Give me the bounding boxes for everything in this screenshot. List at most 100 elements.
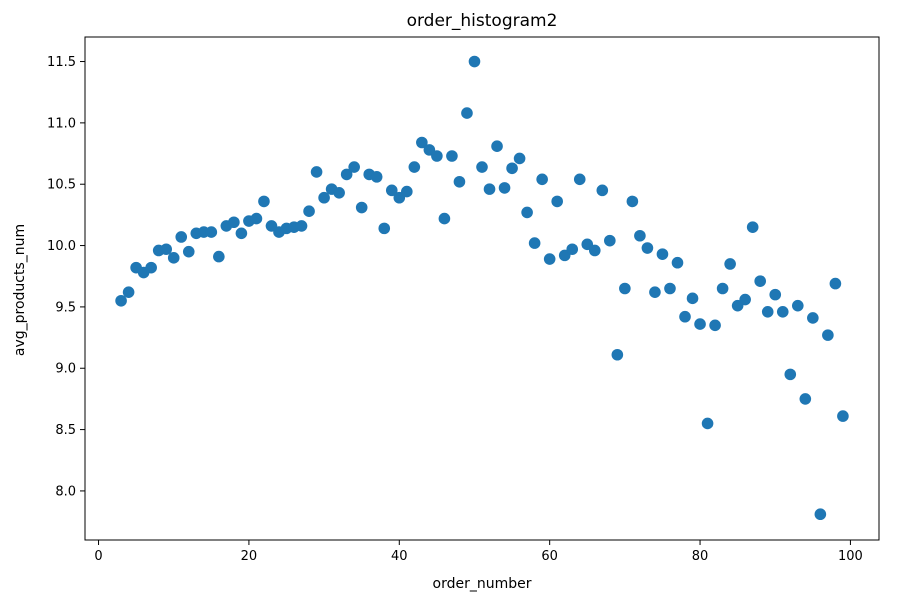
scatter-point — [754, 275, 767, 287]
scatter-point — [671, 256, 684, 269]
y-tick-label: 11.5 — [47, 55, 76, 70]
scatter-point — [506, 162, 518, 175]
scatter-point — [228, 216, 240, 229]
scatter-point — [213, 250, 225, 263]
scatter-point — [822, 329, 834, 341]
plot-frame — [84, 36, 880, 541]
scatter-point — [491, 140, 503, 152]
scatter-point — [401, 185, 413, 198]
scatter-point — [837, 410, 849, 422]
scatter-point — [528, 237, 541, 249]
x-tick-label: 100 — [838, 549, 863, 564]
scatter-point — [604, 234, 616, 247]
scatter-point — [513, 152, 526, 165]
scatter-point — [701, 417, 714, 430]
y-tick-label: 8.0 — [55, 484, 76, 499]
scatter-point — [431, 150, 443, 162]
scatter-point — [160, 243, 173, 256]
scatter-point — [318, 191, 330, 204]
chart-title: order_histogram2 — [407, 11, 558, 31]
scatter-point — [348, 161, 360, 173]
scatter-point — [694, 318, 706, 330]
scatter-point — [370, 171, 383, 183]
scatter-point — [619, 282, 631, 295]
x-axis-label: order_number — [433, 576, 532, 592]
scatter-point — [611, 348, 624, 361]
scatter-point — [498, 182, 511, 194]
scatter-point — [739, 293, 751, 306]
scatter-point — [716, 282, 729, 295]
scatter-point — [416, 136, 428, 149]
y-axis-label: avg_products_num — [12, 224, 28, 356]
scatter-point — [791, 299, 804, 312]
scatter-point — [536, 173, 548, 186]
scatter-point — [551, 195, 563, 208]
scatter-point — [175, 231, 188, 243]
scatter-point — [250, 212, 263, 225]
scatter-point — [679, 310, 691, 323]
scatter-point — [385, 184, 398, 197]
x-tick-label: 20 — [241, 549, 258, 564]
scatter-point — [182, 245, 195, 258]
scatter-point — [521, 206, 533, 219]
scatter-point — [483, 183, 496, 195]
x-tick-label: 80 — [692, 549, 709, 564]
scatter-point — [626, 195, 639, 208]
y-axis-ticks: 8.0 8.5 9.0 9.5 10.0 10.5 11.0 11.5 — [47, 55, 85, 499]
scatter-point — [235, 227, 248, 240]
scatter-point — [167, 252, 180, 264]
scatter-point — [588, 244, 601, 257]
scatter-point — [303, 205, 315, 218]
scatter-point — [634, 229, 646, 242]
scatter-point — [596, 184, 609, 197]
scatter-point — [709, 319, 721, 332]
scatter-point — [686, 292, 699, 305]
x-tick-label: 60 — [541, 549, 558, 564]
y-tick-label: 10.0 — [47, 239, 76, 254]
x-tick-label: 0 — [94, 549, 102, 564]
scatter-point — [799, 393, 812, 405]
scatter-point — [761, 306, 774, 318]
scatter-point — [205, 226, 218, 238]
scatter-point — [724, 258, 736, 270]
scatter-point — [378, 222, 391, 235]
scatter-point — [776, 306, 789, 318]
scatter-point — [438, 212, 451, 225]
y-tick-label: 11.0 — [47, 116, 76, 131]
scatter-point — [641, 242, 654, 254]
y-tick-label: 10.5 — [47, 178, 76, 193]
scatter-points — [115, 55, 849, 521]
scatter-point — [446, 150, 458, 162]
scatter-point — [461, 107, 473, 119]
scatter-point — [784, 368, 797, 381]
scatter-point — [649, 286, 661, 298]
y-tick-label: 9.0 — [55, 362, 76, 377]
y-tick-label: 8.5 — [55, 423, 76, 438]
scatter-point — [476, 161, 488, 173]
x-axis-ticks: 0 20 40 60 80 100 — [94, 540, 863, 564]
scatter-point — [453, 175, 466, 188]
scatter-point — [573, 173, 586, 186]
scatter-point — [769, 288, 782, 301]
scatter-point — [814, 508, 827, 521]
scatter-point — [340, 168, 353, 181]
scatter-point — [122, 286, 135, 298]
scatter-point — [115, 294, 127, 307]
scatter-point — [566, 243, 579, 256]
scatter-point — [310, 166, 323, 178]
scatter-point — [295, 220, 308, 232]
scatter-point — [829, 277, 842, 290]
scatter-point — [258, 195, 270, 208]
scatter-point — [333, 187, 345, 199]
scatter-point — [468, 55, 481, 68]
scatter-point — [355, 201, 368, 214]
scatter-point — [408, 161, 421, 173]
scatter-point — [664, 282, 676, 295]
scatter-point — [807, 312, 819, 324]
scatter-point — [543, 253, 556, 265]
x-tick-label: 40 — [391, 549, 408, 564]
scatter-point — [746, 221, 759, 233]
